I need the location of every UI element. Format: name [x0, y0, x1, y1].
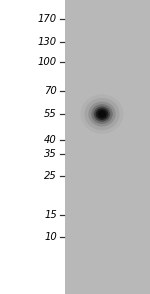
Text: 55: 55	[44, 109, 57, 119]
Ellipse shape	[99, 111, 105, 117]
Text: 25: 25	[44, 171, 57, 181]
Text: 10: 10	[44, 232, 57, 242]
Bar	[65, 0, 150, 294]
Ellipse shape	[98, 110, 106, 118]
Text: 170: 170	[38, 14, 57, 24]
Text: 40: 40	[44, 135, 57, 145]
Ellipse shape	[94, 106, 110, 122]
Text: 70: 70	[44, 86, 57, 96]
Ellipse shape	[96, 108, 108, 120]
Ellipse shape	[91, 104, 113, 124]
Bar	[0, 0, 65, 294]
Text: 130: 130	[38, 37, 57, 47]
Text: 100: 100	[38, 57, 57, 67]
Text: 35: 35	[44, 149, 57, 159]
Ellipse shape	[84, 98, 120, 130]
Ellipse shape	[88, 101, 116, 127]
Text: 15: 15	[44, 210, 57, 220]
